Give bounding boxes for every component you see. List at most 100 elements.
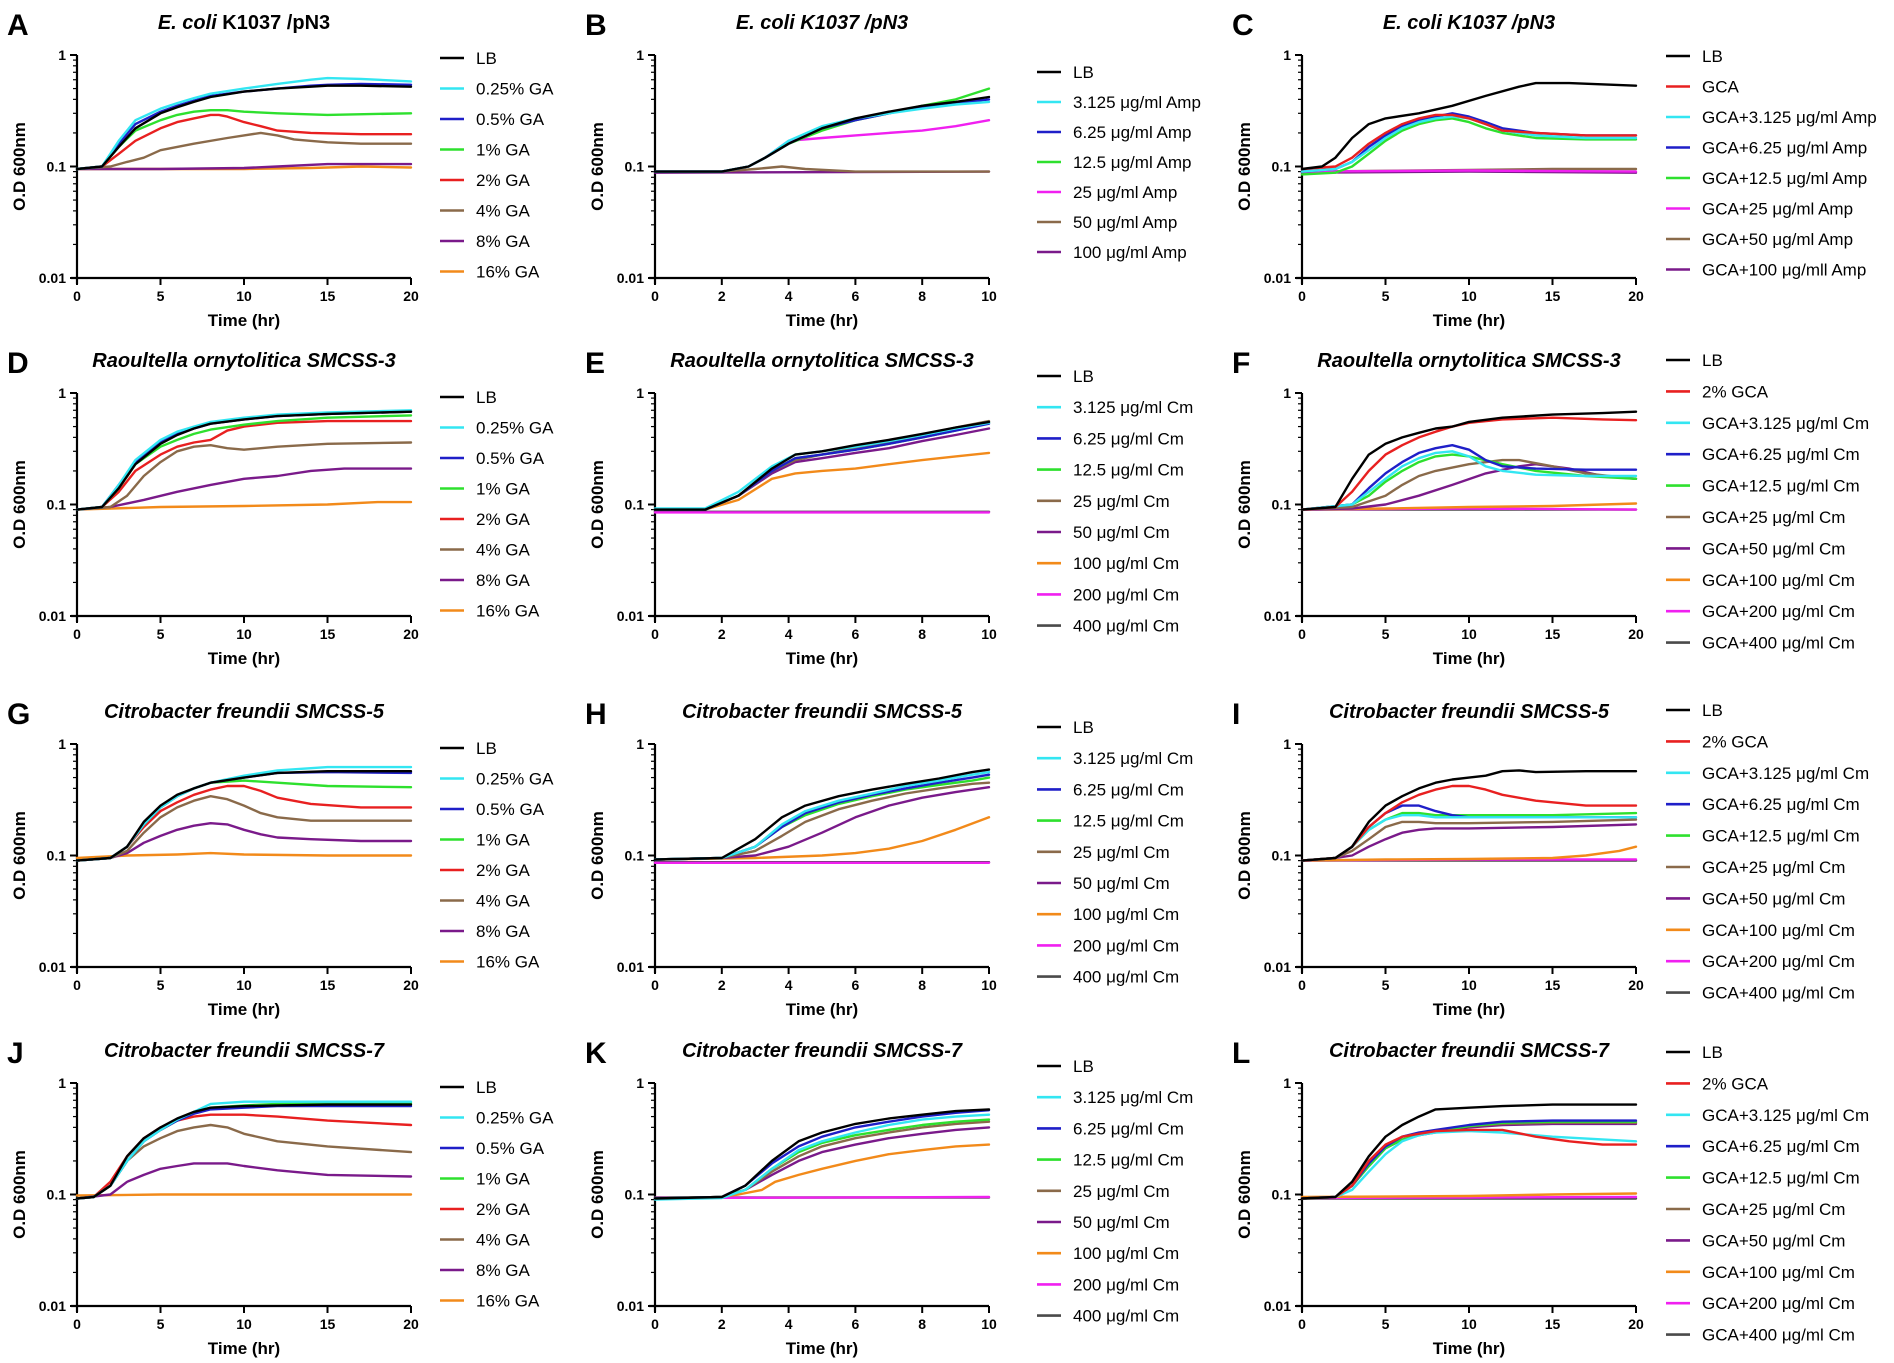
x-axis-label: Time (hr) [786, 1000, 858, 1019]
series-line [75, 419, 413, 511]
legend-label: 400 μg/ml Cm [1073, 1307, 1179, 1326]
series-line [1300, 1192, 1638, 1199]
x-tick-label: 0 [1298, 288, 1306, 304]
series-line [1300, 453, 1638, 511]
legend-label: LB [1702, 351, 1723, 370]
series-line [653, 87, 991, 173]
x-tick-label: 10 [1461, 1316, 1477, 1332]
y-tick-label: 1 [1283, 736, 1291, 752]
legend: LB 0.25% GA 0.5% GA 1% GA 2% GA 4% GA 8% GA 16%… [440, 739, 554, 972]
y-tick-label: 0.1 [625, 1187, 645, 1203]
x-tick-label: 0 [651, 1316, 659, 1332]
series-group [653, 768, 991, 864]
legend-label: GCA+25 μg/ml Amp [1702, 200, 1853, 219]
legend-label: 0.25% GA [476, 419, 554, 438]
x-tick-label: 5 [1382, 288, 1390, 304]
legend-label: 8% GA [476, 1261, 531, 1280]
series-line [75, 1101, 413, 1200]
y-tick-label: 0.1 [1272, 1187, 1292, 1203]
panel-letter: D [7, 347, 29, 380]
legend-label: 3.125 μg/ml Cm [1073, 398, 1193, 417]
legend-label: LB [476, 739, 497, 758]
x-axis-label: Time (hr) [1433, 1339, 1505, 1358]
series-line [653, 781, 991, 861]
legend-label: 0.5% GA [476, 1139, 545, 1158]
panel-title: Raoultella ornytolitica SMCSS-3 [670, 350, 973, 372]
legend-label: GCA+400 μg/ml Cm [1702, 984, 1855, 1003]
x-tick-label: 5 [1382, 977, 1390, 993]
series-line [1300, 823, 1638, 862]
panel-title: E. coli K1037 /pN3 [158, 12, 330, 34]
x-tick-label: 10 [981, 977, 997, 993]
series-line [1300, 450, 1638, 511]
x-tick-label: 5 [157, 1316, 165, 1332]
panel-letter: G [7, 698, 30, 731]
series-line [75, 770, 413, 862]
legend-label: 100 μg/ml Cm [1073, 905, 1179, 924]
legend-label: LB [476, 49, 497, 68]
series-line [1300, 1122, 1638, 1200]
panel-title-italic: Citrobacter freundii SMCSS-5 [682, 701, 963, 723]
legend-label: LB [1073, 367, 1094, 386]
legend-label: GCA+3.125 μg/ml Cm [1702, 764, 1869, 783]
panel-letter: F [1232, 347, 1250, 380]
legend-label: 50 μg/ml Cm [1073, 1213, 1170, 1232]
legend-label: 0.25% GA [476, 1109, 554, 1128]
legend: LB 3.125 μg/ml Amp 6.25 μg/ml Amp 12.5 μg/m… [1037, 63, 1201, 262]
legend-label: GCA+200 μg/ml Cm [1702, 952, 1855, 971]
panel-title-italic: Citrobacter freundii SMCSS-5 [104, 701, 385, 723]
y-tick-label: 0.1 [625, 159, 645, 175]
series-line [1300, 463, 1638, 511]
x-tick-label: 20 [403, 626, 419, 642]
legend-label: GCA+3.125 μg/ml Cm [1702, 414, 1869, 433]
y-axis-label: O.D 600nm [588, 811, 607, 900]
panel-letter: A [7, 9, 29, 42]
legend-label: 2% GA [476, 510, 531, 529]
legend-label: 8% GA [476, 922, 531, 941]
legend: LB 3.125 μg/ml Cm 6.25 μg/ml Cm 12.5 μg/ml … [1037, 718, 1193, 987]
series-line [1300, 1129, 1638, 1200]
series-group [1300, 81, 1638, 176]
legend-label: 3.125 μg/ml Cm [1073, 749, 1193, 768]
legend-label: 0.5% GA [476, 449, 545, 468]
series-group [75, 1100, 413, 1200]
legend-label: 4% GA [476, 202, 531, 221]
x-tick-label: 20 [403, 977, 419, 993]
y-tick-label: 1 [636, 385, 644, 401]
x-axis-label: Time (hr) [786, 1339, 858, 1358]
series-line [75, 851, 413, 860]
legend-label: GCA+400 μg/ml Cm [1702, 1326, 1855, 1345]
x-tick-label: 15 [320, 626, 336, 642]
y-tick-label: 0.1 [625, 497, 645, 513]
series-line [1300, 416, 1638, 511]
y-tick-label: 1 [58, 385, 66, 401]
y-tick-label: 0.1 [1272, 159, 1292, 175]
x-axis-label: Time (hr) [208, 1339, 280, 1358]
x-tick-label: 15 [1545, 977, 1561, 993]
x-tick-label: 10 [236, 1316, 252, 1332]
legend-label: 12.5 μg/ml Cm [1073, 812, 1184, 831]
series-group [1300, 769, 1638, 862]
series-line [75, 76, 413, 171]
legend-label: 16% GA [476, 953, 540, 972]
panel-title: Citrobacter freundii SMCSS-7 [104, 1040, 385, 1062]
legend-label: 4% GA [476, 892, 531, 911]
legend-label: GCA+50 μg/ml Cm [1702, 539, 1845, 558]
panel-l: L Citrobacter freundii SMCSS-70.010.110 5 1… [1232, 1037, 1869, 1358]
legend-label: 400 μg/ml Cm [1073, 968, 1179, 987]
x-tick-label: 4 [785, 626, 793, 642]
legend-label: 6.25 μg/ml Cm [1073, 429, 1184, 448]
legend-label: 16% GA [476, 1292, 540, 1311]
x-tick-label: 10 [236, 626, 252, 642]
series-line [653, 770, 991, 861]
series-line [1300, 117, 1638, 176]
legend-label: 12.5 μg/ml Cm [1073, 1151, 1184, 1170]
y-axis-label: O.D 600nm [588, 460, 607, 549]
y-axis-label: O.D 600nm [1235, 1150, 1254, 1239]
panel-letter: C [1232, 9, 1254, 42]
x-tick-label: 10 [1461, 977, 1477, 993]
legend-label: GCA+25 μg/ml Cm [1702, 858, 1845, 877]
legend-label: GCA+3.125 μg/ml Cm [1702, 1106, 1869, 1125]
series-group [653, 419, 991, 514]
y-tick-label: 1 [58, 1075, 66, 1091]
